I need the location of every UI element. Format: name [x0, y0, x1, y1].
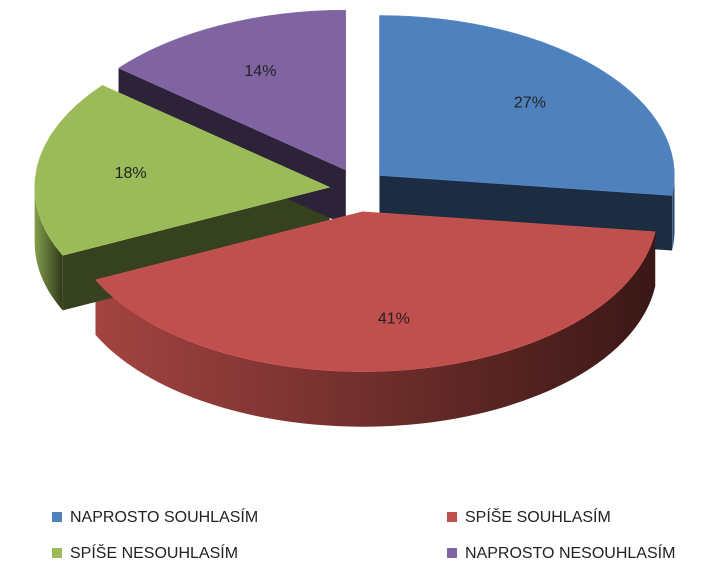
legend-label: SPÍŠE NESOUHLASÍM — [70, 543, 238, 562]
data-label: 14% — [244, 63, 276, 80]
slice-side — [672, 175, 675, 251]
legend-swatch — [52, 548, 62, 558]
slice-tops — [34, 9, 675, 372]
data-label: 41% — [378, 310, 410, 327]
slice — [379, 15, 675, 196]
slice — [95, 211, 656, 372]
legend-swatch — [447, 512, 457, 522]
slice-side — [95, 231, 656, 427]
slice-side — [34, 187, 63, 311]
legend-swatch — [447, 548, 457, 558]
data-labels: 27% 41% 18% 14% — [115, 63, 546, 328]
data-label: 18% — [115, 165, 147, 182]
legend-swatch — [52, 512, 62, 522]
slice — [118, 9, 347, 171]
data-label: 27% — [514, 95, 546, 112]
legend-label: SPÍŠE SOUHLASÍM — [465, 507, 611, 526]
legend-label: NAPROSTO NESOUHLASÍM — [465, 543, 675, 562]
slice — [34, 84, 331, 256]
legend-label: NAPROSTO SOUHLASÍM — [70, 507, 258, 526]
